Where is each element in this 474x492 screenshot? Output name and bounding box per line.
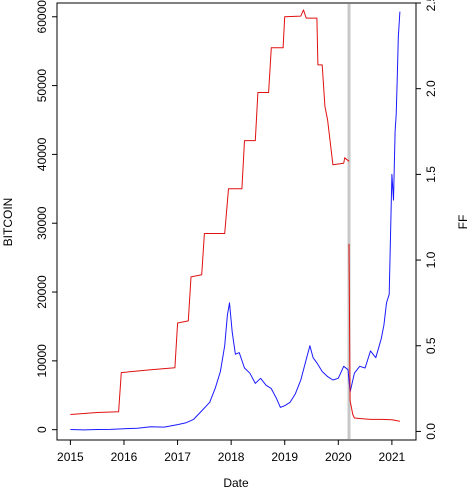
x-tick-label: 2018 — [218, 450, 245, 464]
y-left-axis: 0 10000 20000 30000 40000 50000 60000 — [35, 0, 57, 433]
x-axis: 2015 2016 2017 2018 2019 2020 2021 — [57, 440, 406, 464]
y-right-axis: 0.0 0.5 1.0 1.5 2.0 2.5 — [416, 0, 438, 440]
x-tick-label: 2021 — [379, 450, 406, 464]
y-left-tick-label: 30000 — [35, 206, 49, 240]
y-right-tick-label: 1.5 — [424, 166, 438, 183]
x-tick-label: 2019 — [271, 450, 298, 464]
y-right-tick-label: 0.0 — [424, 423, 438, 440]
plot-frame — [56, 2, 417, 441]
y-right-tick-label: 1.0 — [424, 251, 438, 268]
y-left-tick-label: 60000 — [35, 0, 49, 33]
y-left-axis-title: BITCOIN — [1, 198, 15, 247]
x-tick-label: 2015 — [57, 450, 84, 464]
y-right-tick-label: 2.5 — [424, 0, 438, 11]
series-line-2 — [70, 9, 350, 415]
series-layer — [70, 9, 401, 431]
y-right-tick-label: 2.0 — [424, 80, 438, 97]
series-line-3 — [348, 243, 401, 422]
y-left-tick-label: 10000 — [35, 344, 49, 378]
series-line-1 — [70, 11, 401, 431]
x-tick-label: 2020 — [325, 450, 352, 464]
y-left-tick-label: 0 — [35, 426, 49, 433]
x-tick-label: 2017 — [164, 450, 191, 464]
y-left-tick-label: 20000 — [35, 275, 49, 309]
y-left-tick-label: 40000 — [35, 137, 49, 171]
y-left-tick-label: 50000 — [35, 69, 49, 103]
y-right-tick-label: 0.5 — [424, 337, 438, 354]
x-axis-title: Date — [223, 476, 249, 490]
x-tick-label: 2016 — [111, 450, 138, 464]
y-right-axis-title: FF — [456, 215, 470, 230]
